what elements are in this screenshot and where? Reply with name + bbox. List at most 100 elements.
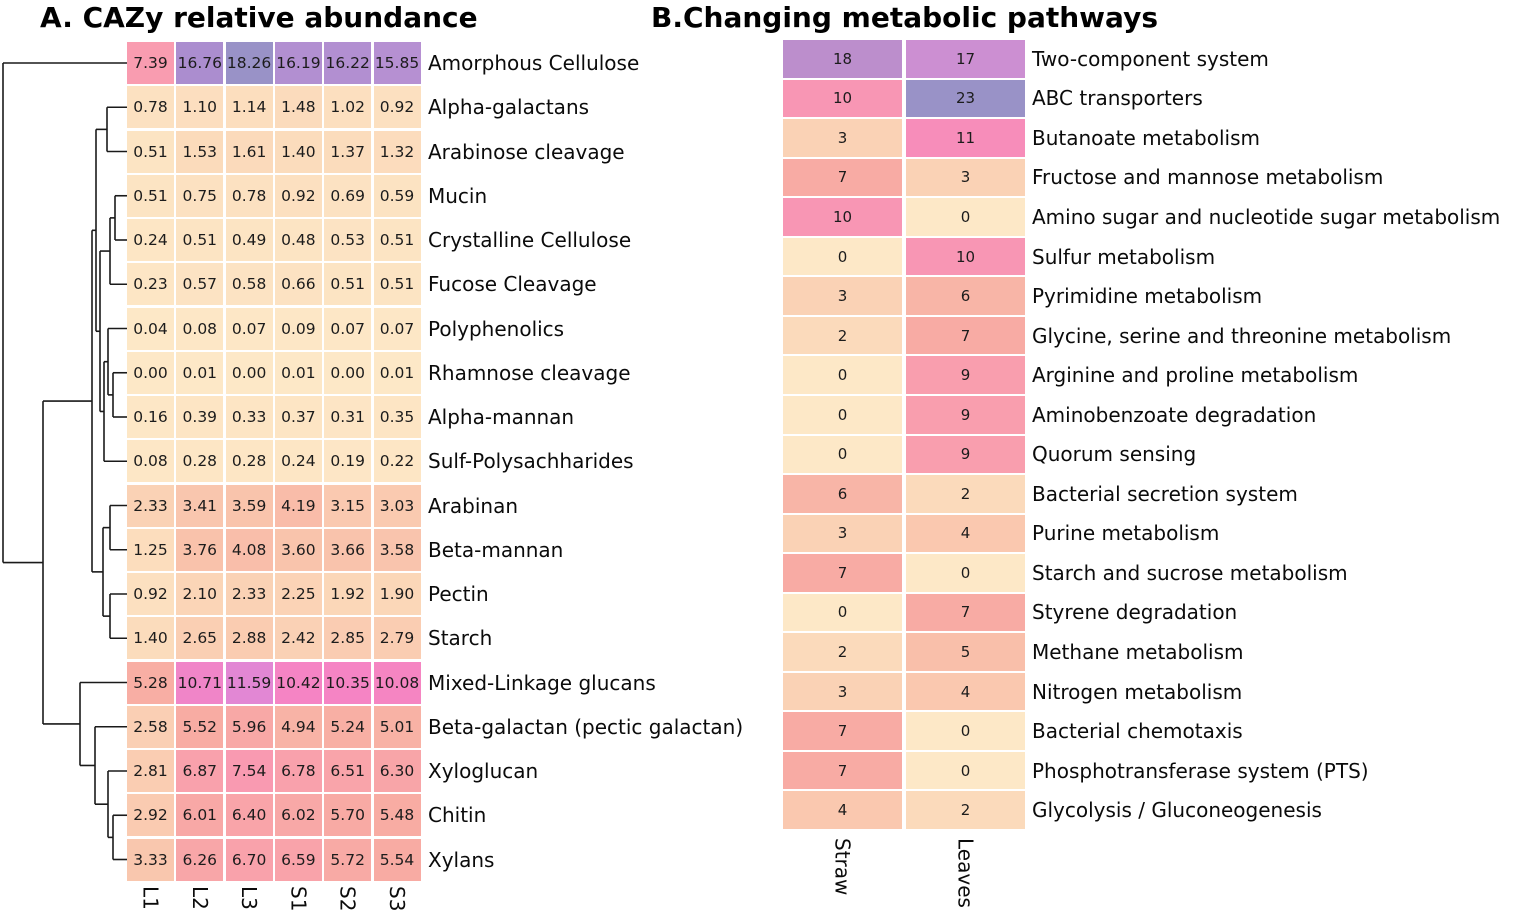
row-label: Mucin xyxy=(428,183,488,208)
heatmap-cell: 5.72 xyxy=(324,838,372,881)
heatmap-cell: 3.66 xyxy=(324,528,372,571)
heatmap-cell: 5.24 xyxy=(324,705,372,748)
heatmap-cell: 0.07 xyxy=(225,307,273,350)
heatmap-cell: 10.35 xyxy=(324,661,372,704)
heatmap-cell: 16.22 xyxy=(324,42,372,84)
heatmap-cell: 0.01 xyxy=(373,351,421,394)
heatmap-cell: 2.85 xyxy=(324,617,372,660)
heatmap-cell: 5.52 xyxy=(176,705,224,748)
heatmap-cell: 5.28 xyxy=(127,661,174,704)
heatmap-cell: 0.92 xyxy=(127,573,174,615)
heatmap-cell: 0.75 xyxy=(176,174,224,217)
row-label: Arginine and proline metabolism xyxy=(1032,363,1359,388)
heatmap-cell: 0.28 xyxy=(225,440,273,483)
heatmap-cell: 0.08 xyxy=(127,440,174,483)
heatmap-cell: 10.71 xyxy=(176,661,224,704)
heatmap-cell: 0.16 xyxy=(127,396,174,438)
col-label: S3 xyxy=(385,886,409,912)
heatmap-cell: 9 xyxy=(906,356,1025,394)
row-label: Sulf-Polysachharides xyxy=(428,449,634,474)
heatmap-cell: 0.28 xyxy=(176,440,224,483)
heatmap-cell: 0.07 xyxy=(324,307,372,350)
heatmap-cell: 0 xyxy=(783,237,902,276)
heatmap-cell: 0.92 xyxy=(274,174,322,217)
col-label: Straw xyxy=(830,838,855,896)
heatmap-cell: 1.10 xyxy=(176,86,224,129)
heatmap-cell: 0 xyxy=(783,435,902,474)
heatmap-cell: 2.58 xyxy=(127,705,174,748)
row-label: Alpha-galactans xyxy=(428,95,590,120)
heatmap-cell: 6.78 xyxy=(274,750,322,792)
heatmap-cell: 7 xyxy=(783,712,902,750)
heatmap-cell: 3.41 xyxy=(176,484,224,527)
heatmap-cell: 0.08 xyxy=(176,307,224,350)
heatmap-cell: 2 xyxy=(783,316,902,355)
row-label: ABC transporters xyxy=(1032,86,1203,111)
heatmap-cell: 7 xyxy=(783,158,902,197)
heatmap-cell: 0.24 xyxy=(127,219,174,261)
heatmap-cell: 0.78 xyxy=(127,86,174,129)
heatmap-cell: 17 xyxy=(906,40,1025,78)
heatmap-cell: 0.51 xyxy=(127,174,174,217)
heatmap-cell: 3 xyxy=(783,514,902,553)
heatmap-cell: 0.22 xyxy=(373,440,421,483)
heatmap-cell: 1.40 xyxy=(127,617,174,660)
row-label: Quorum sensing xyxy=(1032,442,1197,467)
heatmap-cell: 0.78 xyxy=(225,174,273,217)
heatmap-cell: 6 xyxy=(783,475,902,513)
heatmap-cell: 5.70 xyxy=(324,794,372,837)
row-label: Starch and sucrose metabolism xyxy=(1032,560,1348,585)
heatmap-cell: 1.48 xyxy=(274,86,322,129)
heatmap-cell: 6.59 xyxy=(274,838,322,881)
row-label: Mixed-Linkage glucans xyxy=(428,670,656,695)
heatmap-cell: 1.53 xyxy=(176,130,224,173)
heatmap-cell: 0.51 xyxy=(324,263,372,306)
row-label: Sulfur metabolism xyxy=(1032,244,1216,269)
heatmap-cell: 3 xyxy=(783,672,902,711)
heatmap-cell: 0.37 xyxy=(274,396,322,438)
row-label: Polyphenolics xyxy=(428,316,565,341)
row-label: Bacterial chemotaxis xyxy=(1032,719,1243,744)
heatmap-cell: 6 xyxy=(906,277,1025,315)
heatmap-cell: 7 xyxy=(906,593,1025,632)
row-label: Two-component system xyxy=(1032,46,1269,71)
heatmap-cell: 5.54 xyxy=(373,838,421,881)
heatmap-cell: 3.59 xyxy=(225,484,273,527)
heatmap-cell: 2.65 xyxy=(176,617,224,660)
heatmap-cell: 6.02 xyxy=(274,794,322,837)
row-label: Arabinan xyxy=(428,493,519,518)
heatmap-cell: 0.39 xyxy=(176,396,224,438)
heatmap-cell: 4.94 xyxy=(274,705,322,748)
heatmap-cell: 4 xyxy=(906,672,1025,711)
col-label: L2 xyxy=(187,886,212,910)
row-label: Xylans xyxy=(428,847,495,872)
heatmap-cell: 7 xyxy=(783,751,902,790)
heatmap-cell: 18.26 xyxy=(225,42,273,84)
heatmap-cell: 0.48 xyxy=(274,219,322,261)
heatmap-cell: 0.00 xyxy=(324,351,372,394)
heatmap-cell: 2.10 xyxy=(176,573,224,615)
panel-a-title: A. CAZy relative abundance xyxy=(40,1,478,34)
heatmap-cell: 0.00 xyxy=(127,351,174,394)
heatmap-cell: 0.92 xyxy=(373,86,421,129)
col-label: S1 xyxy=(286,886,311,912)
heatmap-cell: 1.32 xyxy=(373,130,421,173)
heatmap-cell: 10.08 xyxy=(373,661,421,704)
heatmap-cell: 1.25 xyxy=(127,528,174,571)
heatmap-cell: 3.33 xyxy=(127,838,174,881)
heatmap-cell: 0.01 xyxy=(274,351,322,394)
heatmap-cell: 2.33 xyxy=(225,573,273,615)
heatmap-cell: 0.58 xyxy=(225,263,273,306)
heatmap-cell: 1.37 xyxy=(324,130,372,173)
row-label: Starch xyxy=(428,626,493,651)
heatmap-cell: 11.59 xyxy=(225,661,273,704)
heatmap-cell: 4.19 xyxy=(274,484,322,527)
heatmap-cell: 0 xyxy=(906,712,1025,750)
row-label: Alpha-mannan xyxy=(428,405,575,429)
heatmap-cell: 1.61 xyxy=(225,130,273,173)
heatmap-cell: 0.57 xyxy=(176,263,224,306)
heatmap-cell: 5.96 xyxy=(225,705,273,748)
heatmap-cell: 2.92 xyxy=(127,794,174,837)
heatmap-cell: 0.51 xyxy=(373,219,421,261)
heatmap-cell: 2.81 xyxy=(127,750,174,792)
